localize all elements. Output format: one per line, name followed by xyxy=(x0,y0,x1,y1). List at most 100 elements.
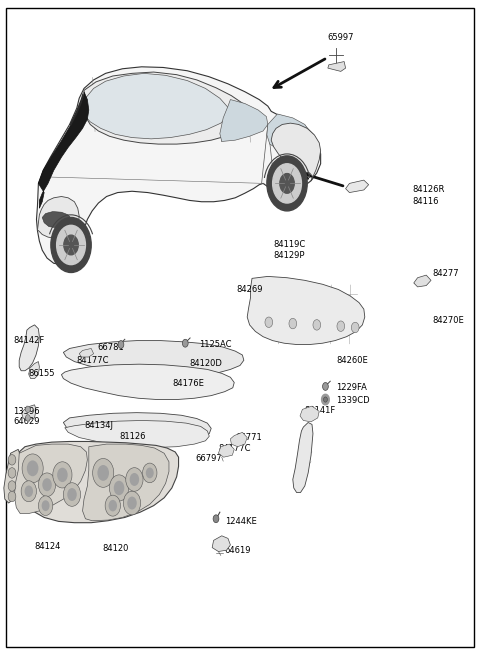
Text: 81126: 81126 xyxy=(119,432,145,441)
Circle shape xyxy=(64,235,78,255)
Polygon shape xyxy=(293,422,313,493)
Circle shape xyxy=(123,491,141,515)
Polygon shape xyxy=(84,72,257,144)
Circle shape xyxy=(127,496,137,510)
Circle shape xyxy=(267,156,307,211)
Circle shape xyxy=(57,468,68,482)
Text: 84177C: 84177C xyxy=(218,443,251,453)
Text: 84124: 84124 xyxy=(35,542,61,552)
Polygon shape xyxy=(63,341,244,377)
Text: 84126R: 84126R xyxy=(413,185,445,195)
Polygon shape xyxy=(300,406,319,422)
Circle shape xyxy=(57,225,85,265)
Circle shape xyxy=(143,463,157,483)
Polygon shape xyxy=(37,196,79,238)
Circle shape xyxy=(8,455,16,465)
Circle shape xyxy=(280,174,294,193)
Circle shape xyxy=(114,481,124,495)
Text: 84120: 84120 xyxy=(102,544,128,553)
Polygon shape xyxy=(79,348,94,357)
Circle shape xyxy=(42,478,52,491)
Text: 84141F: 84141F xyxy=(305,406,336,415)
Text: 84119C: 84119C xyxy=(274,240,306,250)
Polygon shape xyxy=(42,212,72,228)
Text: 84177C: 84177C xyxy=(77,356,109,365)
Circle shape xyxy=(146,468,154,478)
Text: 84116: 84116 xyxy=(413,196,439,206)
Text: 84134J: 84134J xyxy=(84,421,113,430)
Circle shape xyxy=(105,495,120,516)
Circle shape xyxy=(27,460,38,476)
Polygon shape xyxy=(247,276,365,345)
Circle shape xyxy=(22,454,43,483)
Text: 66771: 66771 xyxy=(235,433,262,442)
Polygon shape xyxy=(70,93,84,126)
Circle shape xyxy=(108,500,117,512)
Text: 84129P: 84129P xyxy=(274,251,305,260)
Polygon shape xyxy=(328,62,346,71)
Circle shape xyxy=(24,485,33,497)
Circle shape xyxy=(67,488,77,501)
Text: 86155: 86155 xyxy=(29,369,55,378)
Text: 66781: 66781 xyxy=(97,343,124,352)
Polygon shape xyxy=(19,325,39,371)
Circle shape xyxy=(97,465,109,481)
Text: 84120D: 84120D xyxy=(190,359,222,368)
Polygon shape xyxy=(4,449,20,503)
Polygon shape xyxy=(83,444,169,521)
Polygon shape xyxy=(414,275,431,287)
Text: 1125AC: 1125AC xyxy=(199,340,232,349)
Polygon shape xyxy=(38,92,89,208)
Polygon shape xyxy=(36,67,321,265)
Text: 84269: 84269 xyxy=(236,285,263,294)
Polygon shape xyxy=(303,136,319,170)
Polygon shape xyxy=(22,405,36,421)
Polygon shape xyxy=(81,73,229,139)
Circle shape xyxy=(313,320,321,330)
Polygon shape xyxy=(63,413,211,443)
Circle shape xyxy=(21,481,36,502)
Circle shape xyxy=(53,462,72,488)
Circle shape xyxy=(8,481,16,491)
Polygon shape xyxy=(220,100,268,141)
Polygon shape xyxy=(218,444,234,457)
Polygon shape xyxy=(29,362,39,379)
Polygon shape xyxy=(15,441,179,523)
Text: 65997: 65997 xyxy=(327,33,354,43)
Text: 84260E: 84260E xyxy=(336,356,368,365)
Text: 1339CD: 1339CD xyxy=(336,396,370,405)
Polygon shape xyxy=(212,536,230,552)
Polygon shape xyxy=(61,364,234,400)
Circle shape xyxy=(118,341,124,348)
Circle shape xyxy=(63,483,81,506)
Circle shape xyxy=(25,415,30,421)
Text: 13396: 13396 xyxy=(13,407,40,416)
Circle shape xyxy=(182,339,188,347)
Circle shape xyxy=(323,383,328,390)
Circle shape xyxy=(109,475,129,501)
Polygon shape xyxy=(14,444,87,514)
Text: 1229FA: 1229FA xyxy=(336,383,367,392)
Circle shape xyxy=(130,473,139,486)
Circle shape xyxy=(51,217,91,272)
Polygon shape xyxy=(271,123,321,181)
Circle shape xyxy=(126,468,143,491)
Circle shape xyxy=(213,515,219,523)
Circle shape xyxy=(8,491,16,502)
Polygon shape xyxy=(65,421,209,447)
Circle shape xyxy=(289,318,297,329)
Circle shape xyxy=(93,458,114,487)
Text: 1244KE: 1244KE xyxy=(225,517,256,526)
Circle shape xyxy=(8,468,16,478)
Text: 84176E: 84176E xyxy=(173,379,204,388)
Text: 66797: 66797 xyxy=(196,454,223,463)
Circle shape xyxy=(324,397,327,402)
Circle shape xyxy=(38,496,53,515)
Circle shape xyxy=(337,321,345,331)
Text: 64619: 64619 xyxy=(225,546,251,555)
Polygon shape xyxy=(346,180,369,193)
Circle shape xyxy=(273,164,301,203)
Circle shape xyxy=(351,322,359,333)
Circle shape xyxy=(38,473,56,496)
Text: 84277: 84277 xyxy=(432,269,458,278)
